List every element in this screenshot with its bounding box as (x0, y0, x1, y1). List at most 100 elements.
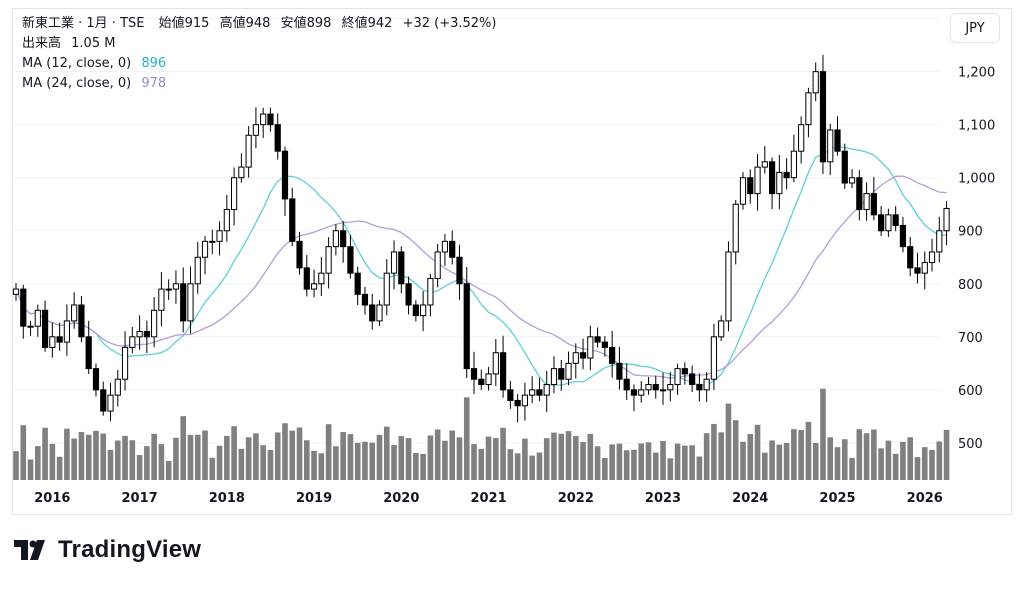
candle-body (100, 389, 107, 412)
candle-body (165, 288, 172, 291)
volume-bar (812, 442, 819, 480)
x-tick-label: 2020 (383, 491, 419, 506)
volume-bar (667, 458, 674, 480)
candle-body (841, 150, 848, 184)
volume-bar (13, 451, 19, 480)
candle-body (114, 378, 121, 396)
candle-body (790, 150, 797, 179)
volume-bar (42, 427, 48, 480)
candle-body (805, 92, 812, 126)
volume-bar (144, 446, 150, 480)
low-label: 安値 (280, 16, 307, 31)
volume-bar (64, 428, 70, 480)
candle-body (136, 331, 143, 338)
candle-body (354, 272, 361, 295)
volume-bar (485, 436, 492, 480)
volume-bar (267, 449, 274, 480)
volume-bar (100, 433, 107, 480)
volume-bar (580, 442, 586, 480)
currency-button[interactable]: JPY (950, 13, 1000, 43)
y-tick-label: 800 (958, 278, 983, 293)
x-tick-label: 2025 (819, 491, 855, 506)
candle-body (63, 320, 70, 343)
candle-body (434, 251, 441, 279)
volume-bar (747, 434, 754, 480)
y-tick-label: 700 (958, 331, 983, 346)
volume-bar (231, 426, 237, 480)
candle-body (158, 288, 165, 311)
volume-bar (602, 457, 608, 480)
volume-bar (769, 440, 775, 480)
volume-bar (660, 440, 666, 480)
candle-body (492, 352, 499, 375)
open-label: 始値 (158, 16, 185, 31)
candle-body (543, 384, 550, 396)
volume-bar (711, 423, 717, 480)
candle-body (558, 368, 565, 380)
volume-bar (136, 455, 143, 480)
volume-bar (274, 432, 281, 480)
volume-bar (260, 445, 266, 480)
candle-body (601, 341, 608, 348)
volume-bar (529, 455, 535, 480)
volume-bar (224, 435, 230, 480)
candle-body (172, 283, 180, 290)
volume-bar (209, 457, 216, 480)
volume-bar (871, 429, 877, 480)
candle-body (579, 352, 587, 359)
candle-body (710, 336, 718, 380)
chart-area[interactable] (12, 8, 1012, 515)
y-tick-label: 1,200 (958, 66, 995, 81)
candle-body (550, 368, 558, 386)
volume-bar (558, 433, 565, 480)
candle-body (78, 304, 85, 338)
tradingview-logo[interactable]: TradingView (14, 536, 201, 564)
y-tick-label: 900 (958, 225, 983, 240)
candle-body (819, 71, 827, 163)
volume-bar (652, 452, 659, 480)
candle-body (739, 177, 747, 205)
candle-body (310, 283, 318, 290)
candle-body (754, 166, 761, 195)
volume-bar (187, 434, 194, 480)
volume-bar (391, 445, 397, 480)
candle-body (405, 283, 412, 306)
candle-body (638, 389, 645, 396)
volume-bar (674, 443, 681, 480)
volume-bar (56, 456, 63, 480)
volume-bar (427, 435, 434, 480)
ma1-row[interactable]: MA (12, close, 0) 896 (22, 54, 496, 74)
close-value: 942 (367, 16, 393, 31)
candle-body (732, 203, 739, 253)
volume-value: 1.05 M (71, 36, 116, 51)
volume-bar (943, 429, 950, 480)
ma2-value: 978 (141, 76, 167, 91)
volume-bar (216, 445, 223, 480)
candle-body (303, 267, 310, 290)
candle-body (456, 256, 463, 285)
candle-body (609, 346, 616, 364)
candle-body (267, 113, 274, 126)
candle-body (776, 171, 783, 195)
volume-bar (311, 450, 317, 480)
volume-bar (907, 437, 914, 480)
low-value: 898 (306, 16, 332, 31)
x-tick-label: 2022 (558, 491, 594, 506)
volume-bar (449, 430, 455, 480)
candle-body (412, 304, 419, 317)
volume-bar (129, 440, 136, 480)
volume-bar (827, 437, 834, 480)
ma2-row[interactable]: MA (24, close, 0) 978 (22, 74, 496, 94)
symbol-label[interactable]: 新東工業 · 1月 · TSE (22, 16, 145, 31)
volume-bar (878, 448, 884, 480)
candle-body (129, 336, 136, 348)
candle-body (260, 113, 267, 126)
volume-row[interactable]: 出来高 1.05 M (22, 34, 496, 54)
candle-body (536, 389, 543, 396)
candle-body (216, 230, 223, 242)
chart-legend: 新東工業 · 1月 · TSE 始値915 高値948 安値898 終値942 … (22, 14, 496, 94)
ma1-value: 896 (141, 56, 167, 71)
candle-body (798, 124, 805, 152)
volume-bar (929, 449, 935, 480)
candle-body (834, 129, 841, 152)
